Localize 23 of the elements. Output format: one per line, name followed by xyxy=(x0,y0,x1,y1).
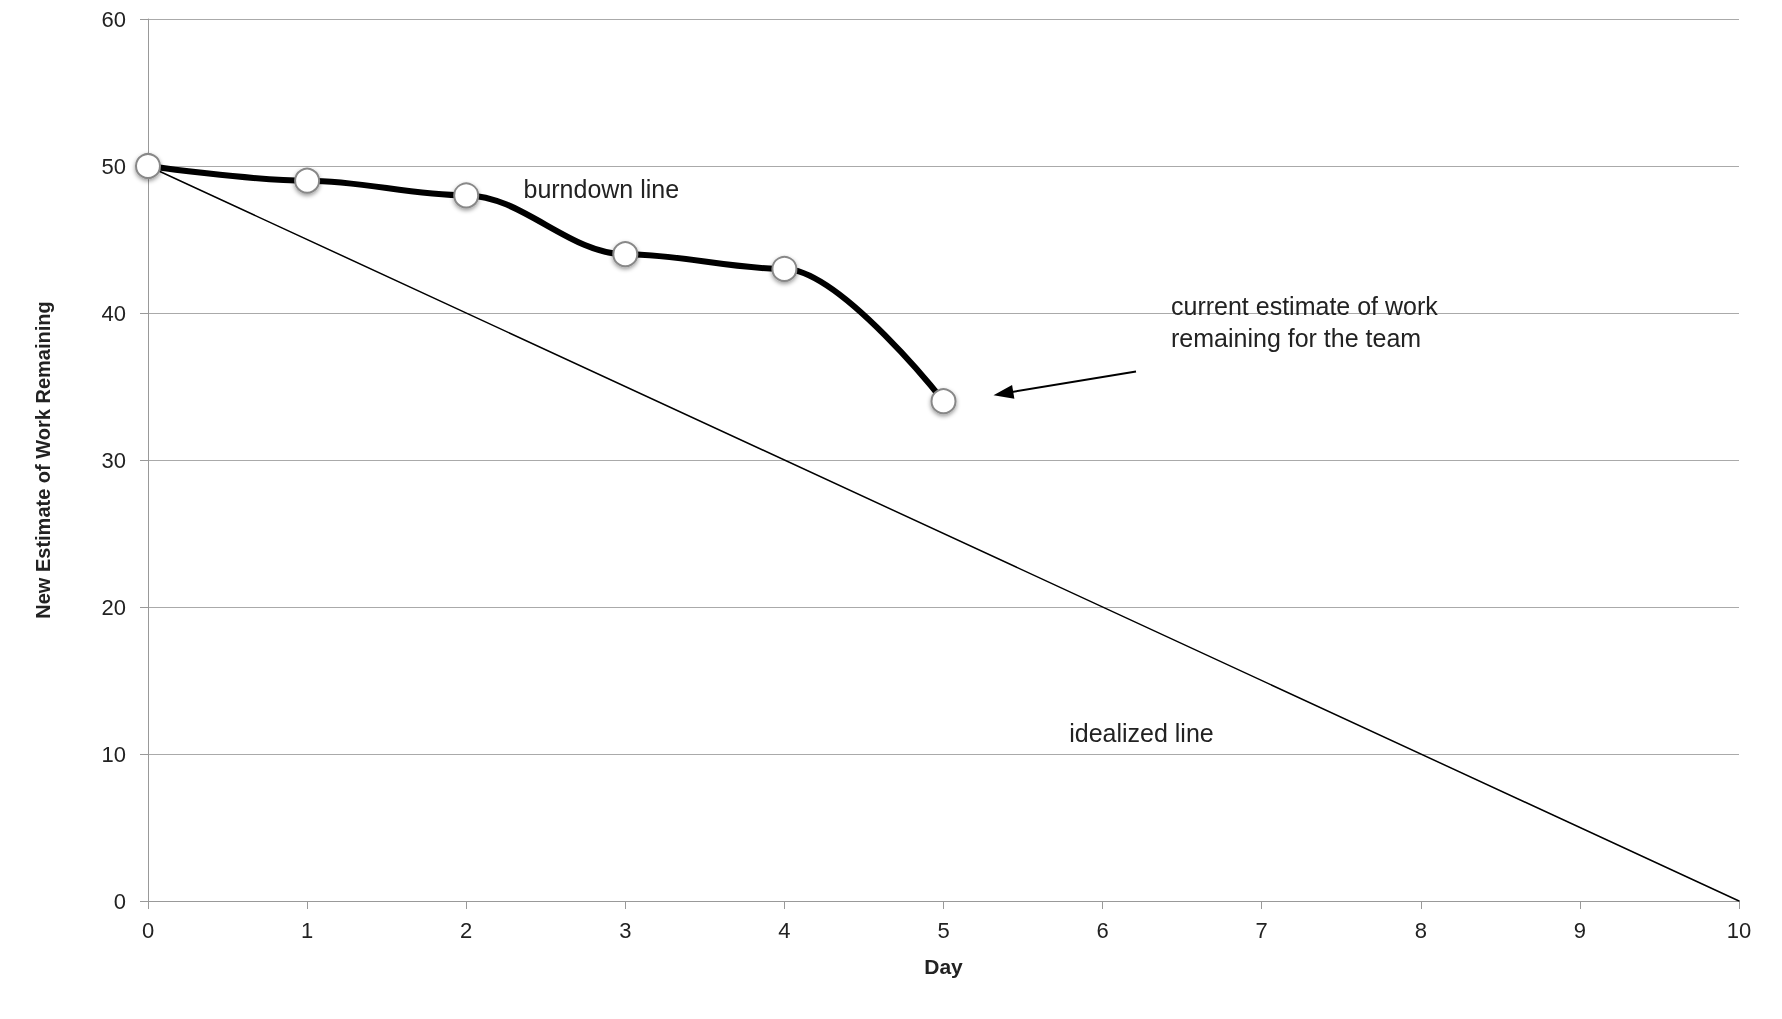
x-axis-title: Day xyxy=(924,955,964,978)
x-tick-label: 4 xyxy=(778,917,791,943)
x-tick-label: 10 xyxy=(1726,917,1752,943)
x-tick-label: 2 xyxy=(460,917,473,943)
x-tick-label: 3 xyxy=(619,917,632,943)
annotation: current estimate of work remaining for the team xyxy=(1171,291,1439,352)
y-tick-label: 40 xyxy=(101,300,126,326)
x-tick-label: 9 xyxy=(1573,917,1587,943)
x-tick-label: 6 xyxy=(1096,917,1109,943)
y-tick-label: 60 xyxy=(101,6,126,32)
y-tick-label: 0 xyxy=(113,888,126,914)
x-tick-label: 0 xyxy=(141,917,155,943)
x-tick-label: 8 xyxy=(1414,917,1427,943)
y-tick-label: 30 xyxy=(101,447,126,473)
y-tick-label: 20 xyxy=(101,594,126,620)
annotation: idealized line xyxy=(1069,719,1214,748)
x-tick-label: 7 xyxy=(1255,917,1268,943)
y-axis-title: New Estimate of Work Remaining xyxy=(32,301,54,619)
x-tick-label: 1 xyxy=(300,917,314,943)
y-tick-label: 50 xyxy=(101,153,126,179)
y-tick-label: 10 xyxy=(101,741,126,767)
annotation: burndown line xyxy=(523,175,680,204)
x-tick-label: 5 xyxy=(937,917,950,943)
